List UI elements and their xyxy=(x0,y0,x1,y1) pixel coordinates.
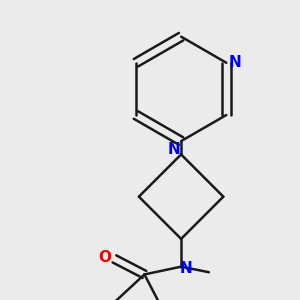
Text: N: N xyxy=(228,55,241,70)
Text: O: O xyxy=(99,250,112,265)
Text: N: N xyxy=(180,261,193,276)
Text: N: N xyxy=(168,142,181,157)
